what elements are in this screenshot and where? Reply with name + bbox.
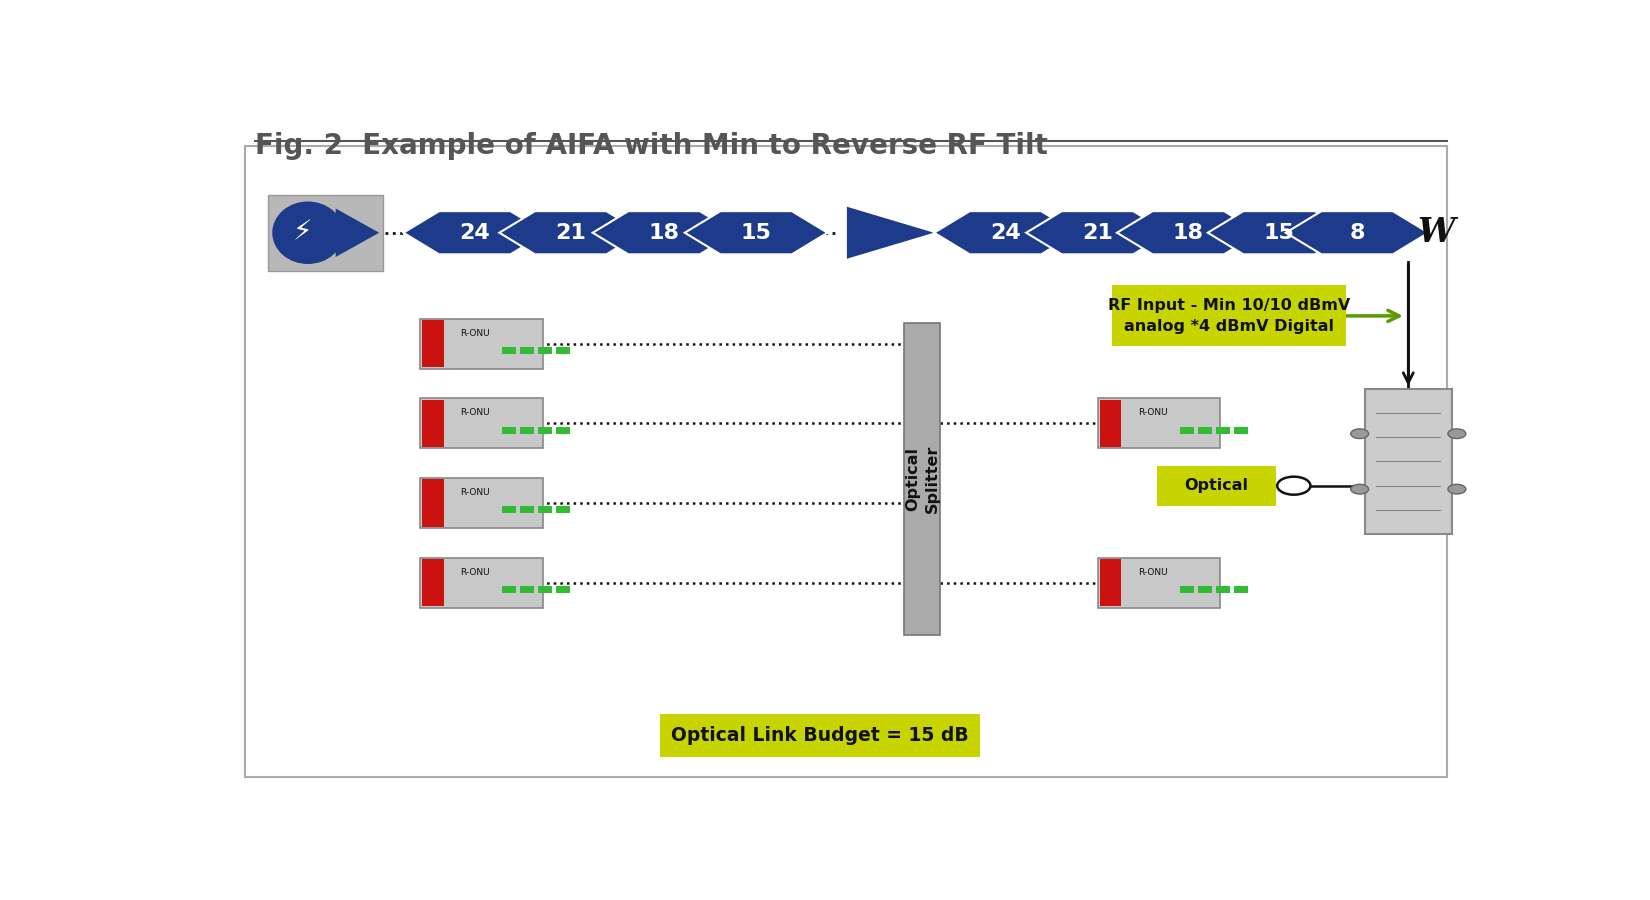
FancyBboxPatch shape bbox=[1097, 558, 1221, 608]
Text: RF Input - Min 10/10 dBmV
analog *4 dBmV Digital: RF Input - Min 10/10 dBmV analog *4 dBmV… bbox=[1109, 298, 1350, 334]
FancyBboxPatch shape bbox=[904, 323, 940, 634]
FancyBboxPatch shape bbox=[556, 507, 571, 513]
FancyBboxPatch shape bbox=[520, 427, 535, 434]
Text: Optical Link Budget = 15 dB: Optical Link Budget = 15 dB bbox=[672, 725, 969, 744]
FancyBboxPatch shape bbox=[419, 478, 543, 528]
Text: 24: 24 bbox=[990, 222, 1021, 243]
FancyBboxPatch shape bbox=[502, 427, 516, 434]
FancyBboxPatch shape bbox=[556, 427, 571, 434]
FancyBboxPatch shape bbox=[1365, 390, 1452, 534]
FancyBboxPatch shape bbox=[520, 586, 535, 593]
FancyBboxPatch shape bbox=[538, 586, 553, 593]
FancyBboxPatch shape bbox=[520, 507, 535, 513]
Text: 18: 18 bbox=[648, 222, 680, 243]
Text: 15: 15 bbox=[741, 222, 772, 243]
FancyBboxPatch shape bbox=[1234, 586, 1247, 593]
FancyBboxPatch shape bbox=[1112, 285, 1346, 346]
FancyBboxPatch shape bbox=[556, 586, 571, 593]
Text: 21: 21 bbox=[1082, 222, 1114, 243]
FancyBboxPatch shape bbox=[556, 346, 571, 354]
Text: W: W bbox=[1417, 216, 1455, 249]
FancyBboxPatch shape bbox=[1216, 427, 1231, 434]
Polygon shape bbox=[1026, 212, 1168, 255]
Polygon shape bbox=[934, 212, 1077, 255]
FancyBboxPatch shape bbox=[419, 399, 543, 448]
FancyBboxPatch shape bbox=[419, 558, 543, 608]
Text: 8: 8 bbox=[1350, 222, 1365, 243]
FancyBboxPatch shape bbox=[267, 194, 383, 271]
Text: 15: 15 bbox=[1264, 222, 1295, 243]
FancyBboxPatch shape bbox=[538, 507, 553, 513]
FancyBboxPatch shape bbox=[1198, 427, 1213, 434]
Polygon shape bbox=[1208, 212, 1350, 255]
Polygon shape bbox=[685, 212, 827, 255]
Circle shape bbox=[1277, 477, 1310, 495]
FancyBboxPatch shape bbox=[502, 346, 516, 354]
FancyBboxPatch shape bbox=[1216, 586, 1231, 593]
FancyBboxPatch shape bbox=[1198, 586, 1213, 593]
Polygon shape bbox=[1285, 212, 1429, 255]
FancyBboxPatch shape bbox=[502, 507, 516, 513]
Text: 24: 24 bbox=[459, 222, 490, 243]
Polygon shape bbox=[1117, 212, 1259, 255]
FancyBboxPatch shape bbox=[502, 586, 516, 593]
Polygon shape bbox=[846, 207, 934, 258]
Text: R-ONU: R-ONU bbox=[1138, 568, 1168, 577]
Circle shape bbox=[1351, 484, 1368, 494]
FancyBboxPatch shape bbox=[538, 346, 553, 354]
FancyBboxPatch shape bbox=[422, 559, 444, 607]
FancyBboxPatch shape bbox=[419, 319, 543, 369]
FancyBboxPatch shape bbox=[422, 400, 444, 447]
FancyBboxPatch shape bbox=[520, 346, 535, 354]
Polygon shape bbox=[404, 212, 546, 255]
Text: R-ONU: R-ONU bbox=[1138, 409, 1168, 418]
FancyBboxPatch shape bbox=[1180, 586, 1195, 593]
Text: 21: 21 bbox=[556, 222, 586, 243]
Text: Optical
Splitter: Optical Splitter bbox=[904, 445, 940, 513]
FancyBboxPatch shape bbox=[538, 427, 553, 434]
FancyBboxPatch shape bbox=[1180, 427, 1195, 434]
Text: R-ONU: R-ONU bbox=[460, 488, 490, 497]
FancyBboxPatch shape bbox=[1101, 400, 1122, 447]
FancyBboxPatch shape bbox=[422, 480, 444, 526]
Text: Fig. 2  Example of AIFA with Min to Reverse RF Tilt: Fig. 2 Example of AIFA with Min to Rever… bbox=[254, 132, 1048, 160]
Text: 18: 18 bbox=[1173, 222, 1204, 243]
Circle shape bbox=[1449, 429, 1465, 438]
Text: R-ONU: R-ONU bbox=[460, 409, 490, 418]
FancyBboxPatch shape bbox=[1097, 399, 1221, 448]
Circle shape bbox=[1351, 429, 1368, 438]
Text: Optical: Optical bbox=[1185, 478, 1249, 493]
Text: R-ONU: R-ONU bbox=[460, 328, 490, 338]
Text: ⚡: ⚡ bbox=[292, 219, 312, 247]
FancyBboxPatch shape bbox=[1101, 559, 1122, 607]
Polygon shape bbox=[500, 212, 642, 255]
Polygon shape bbox=[335, 209, 380, 257]
FancyBboxPatch shape bbox=[660, 714, 980, 757]
FancyBboxPatch shape bbox=[1157, 465, 1275, 506]
FancyBboxPatch shape bbox=[1234, 427, 1247, 434]
FancyBboxPatch shape bbox=[422, 320, 444, 367]
Ellipse shape bbox=[272, 202, 343, 264]
Polygon shape bbox=[592, 212, 736, 255]
Text: R-ONU: R-ONU bbox=[460, 568, 490, 577]
Circle shape bbox=[1449, 484, 1465, 494]
